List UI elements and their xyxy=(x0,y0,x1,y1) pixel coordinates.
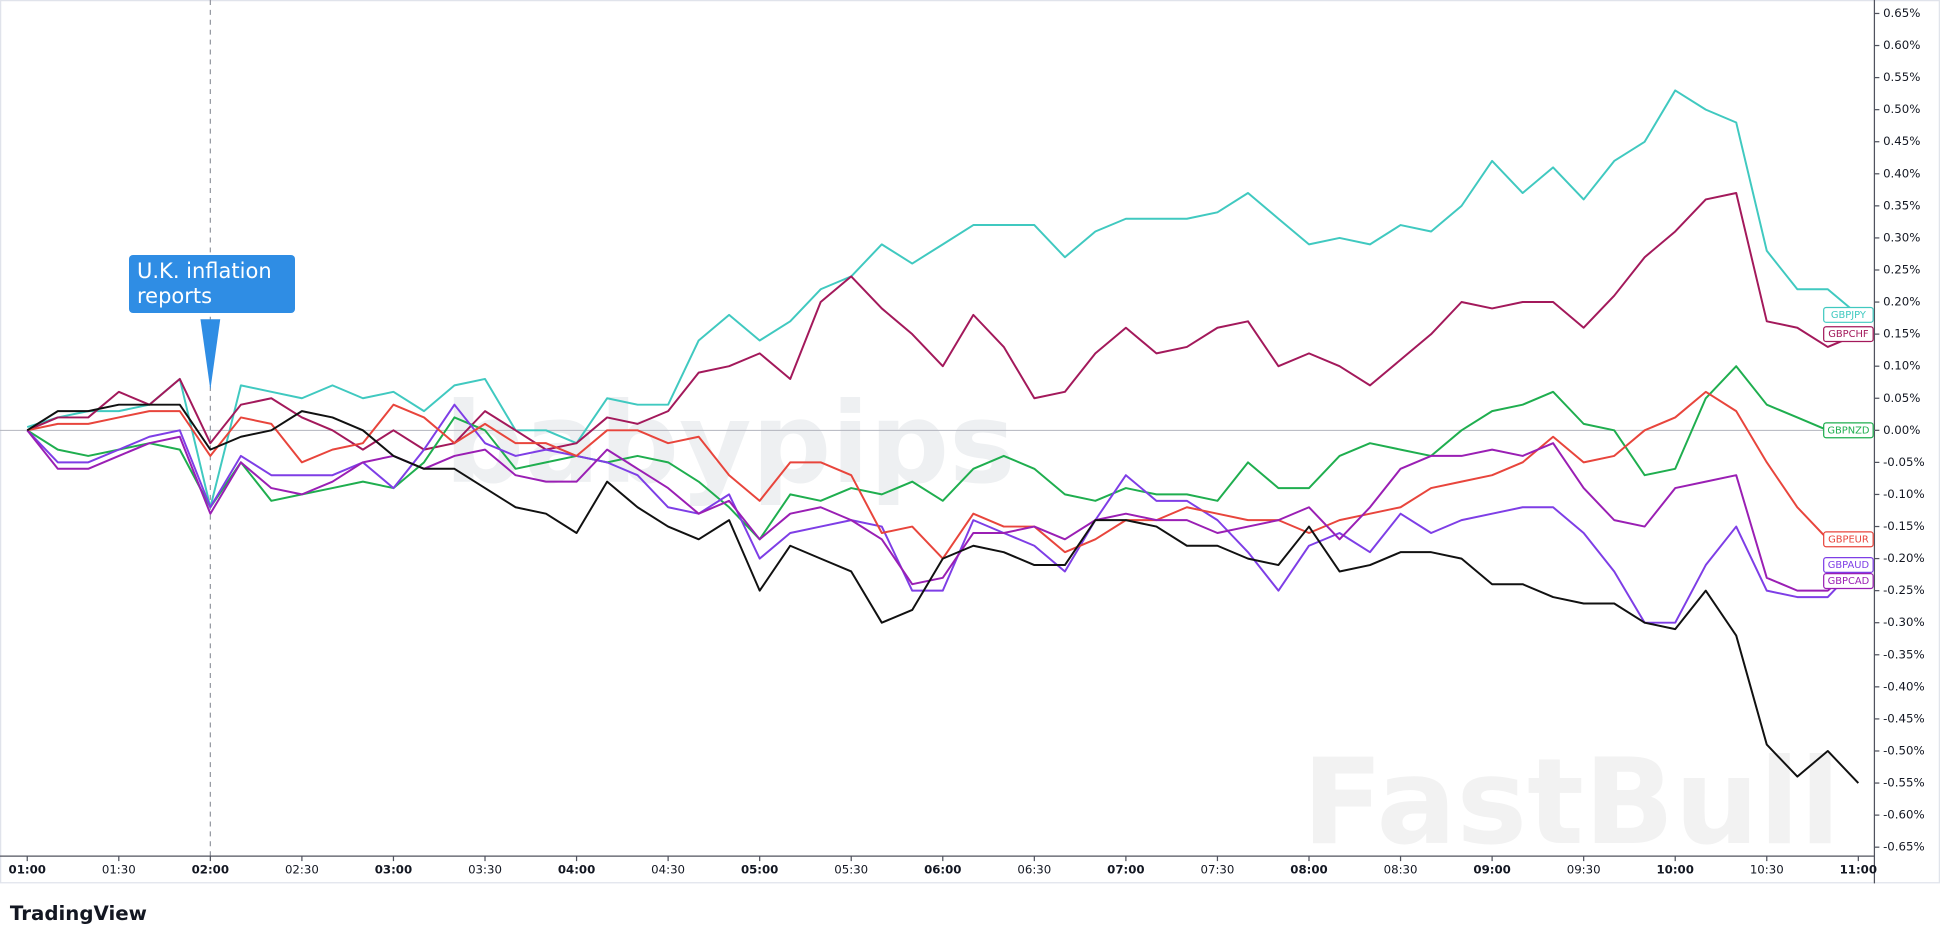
y-tick-label: 0.55% xyxy=(1883,70,1920,84)
y-tick-label: 0.65% xyxy=(1883,6,1920,20)
series-label-box xyxy=(1823,556,1874,574)
y-tick-label: -0.15% xyxy=(1883,519,1925,533)
x-tick-label: 03:30 xyxy=(468,862,502,876)
y-tick-label: -0.65% xyxy=(1883,840,1925,854)
y-tick-label: 0.05% xyxy=(1883,391,1920,405)
frame xyxy=(0,0,1940,884)
series-line xyxy=(26,365,1859,541)
y-tick-label: -0.05% xyxy=(1883,455,1925,469)
legend-label: GBPCHF xyxy=(1828,329,1869,340)
legend-label: GBPAUD xyxy=(1828,560,1870,571)
annotation: U.K. inflation reports xyxy=(129,255,295,313)
x-tick-label: 01:00 xyxy=(9,862,46,876)
series-line xyxy=(26,192,1859,451)
x-tick-label: 08:00 xyxy=(1290,862,1327,876)
series-line xyxy=(26,429,1859,592)
x-tick-label: 07:00 xyxy=(1107,862,1144,876)
y-tick-label: -0.25% xyxy=(1883,583,1925,597)
series-line xyxy=(26,403,1860,784)
y-tick-label: -0.40% xyxy=(1883,679,1925,693)
y-tick-label: -0.30% xyxy=(1883,615,1925,629)
x-tick-label: 09:00 xyxy=(1473,862,1510,876)
y-tick-label: -0.10% xyxy=(1883,487,1925,501)
series-label: GBPJPY xyxy=(1823,306,1874,323)
y-tick-label: -0.45% xyxy=(1883,711,1925,725)
series-label: GBPNZD xyxy=(1823,422,1874,439)
y-tick-label: -0.35% xyxy=(1883,647,1925,661)
x-tick-label: 04:30 xyxy=(651,862,685,876)
x-tick-label: 06:00 xyxy=(924,862,961,876)
x-tick-label: 04:00 xyxy=(558,862,595,876)
y-tick-label: 0.15% xyxy=(1883,327,1920,341)
series-label-box xyxy=(1823,573,1874,590)
y-tick-label: -0.20% xyxy=(1883,551,1925,565)
y-tick-label: 0.45% xyxy=(1883,134,1920,148)
y-tick-label: 0.40% xyxy=(1883,166,1920,180)
y-tick-label: 0.50% xyxy=(1883,102,1920,116)
series-label: GBPCHF xyxy=(1823,326,1874,343)
brand: TradingView xyxy=(10,902,147,925)
callout-pointer xyxy=(200,319,221,390)
x-tick-label: 09:30 xyxy=(1567,862,1601,876)
x-tick-label: 02:00 xyxy=(192,862,229,876)
y-tick-label: -0.50% xyxy=(1883,743,1925,757)
series-label: GBPAUD xyxy=(1823,556,1874,574)
y-tick-label: 0.35% xyxy=(1883,198,1920,212)
series-label-box xyxy=(1823,326,1874,343)
x-tick-label: 05:00 xyxy=(741,862,778,876)
y-tick-label: -0.55% xyxy=(1883,776,1925,790)
x-tick-label: 01:30 xyxy=(102,862,136,876)
series-label: GBPEUR xyxy=(1823,531,1874,548)
y-tick-label: 0.00% xyxy=(1883,423,1920,437)
series-label-box xyxy=(1823,531,1874,548)
x-tick-label: 10:30 xyxy=(1750,862,1784,876)
x-tick-label: 03:00 xyxy=(375,862,412,876)
legend-label: GBPNZD xyxy=(1827,425,1870,436)
series-label-box xyxy=(1823,422,1874,439)
y-tick-label: 0.60% xyxy=(1883,38,1920,52)
x-tick-label: 11:00 xyxy=(1840,862,1877,876)
y-tick-label: -0.60% xyxy=(1883,808,1925,822)
legend-label: GBPEUR xyxy=(1828,534,1869,545)
watermark: babypips xyxy=(445,380,1016,509)
series-line xyxy=(26,403,1860,624)
x-tick-label: 05:30 xyxy=(834,862,868,876)
series-label-box xyxy=(1823,306,1874,323)
x-tick-label: 07:30 xyxy=(1201,862,1235,876)
x-tick-label: 10:00 xyxy=(1657,862,1694,876)
series-label: GBPCAD xyxy=(1823,573,1874,590)
y-tick-label: 0.30% xyxy=(1883,230,1920,244)
legend-label: GBPCAD xyxy=(1828,576,1870,587)
x-tick-label: 02:30 xyxy=(285,862,319,876)
y-tick-label: 0.25% xyxy=(1883,262,1920,276)
x-tick-label: 08:30 xyxy=(1384,862,1418,876)
y-tick-label: 0.20% xyxy=(1883,295,1920,309)
watermark: FastBull xyxy=(1302,734,1840,872)
y-tick-label: 0.10% xyxy=(1883,359,1920,373)
series-line xyxy=(26,89,1859,509)
x-tick-label: 06:30 xyxy=(1017,862,1051,876)
legend-label: GBPJPY xyxy=(1831,310,1867,321)
